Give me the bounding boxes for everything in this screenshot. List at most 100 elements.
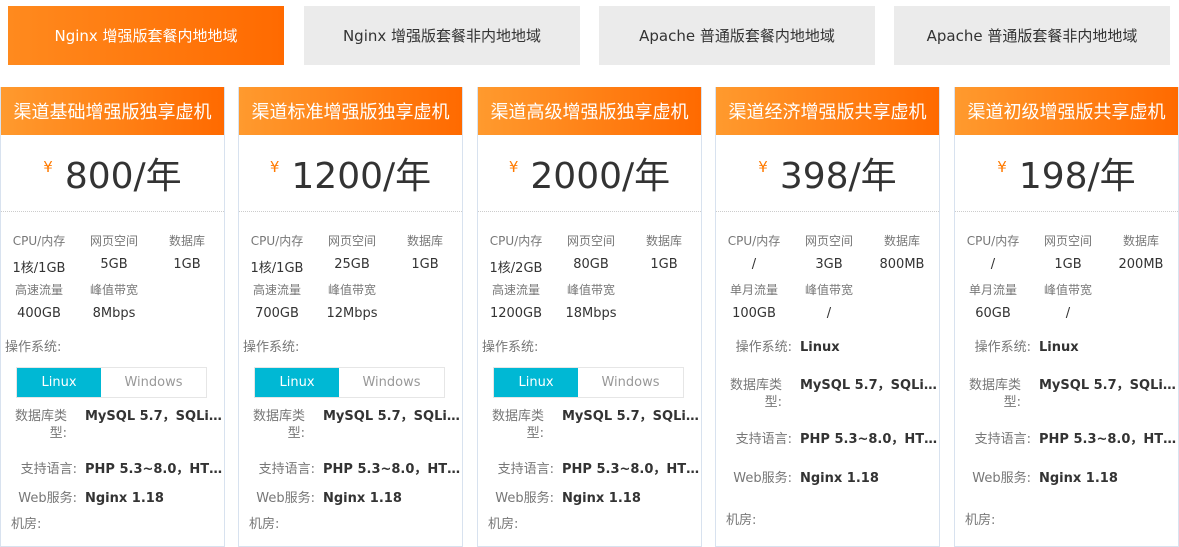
lang-value: PHP 5.3~8.0，HTML xyxy=(85,462,223,477)
os-value: Linux xyxy=(1039,340,1079,355)
lang-label: 支持语言: xyxy=(497,462,554,477)
plan-card: 渠道经济增强版共享虚机 ¥398/年 CPU/内存 / 网页空间 3GB 数据库 800M… xyxy=(715,87,940,547)
price-value: 398/年 xyxy=(779,156,897,197)
spec-db: 数据库 1GB xyxy=(626,232,702,272)
web-server-label: Web服务: xyxy=(256,491,315,506)
spec-label: 峰值带宽 xyxy=(89,283,138,297)
spec-value: / xyxy=(1065,306,1071,321)
db-type-label: 数据库类型: xyxy=(491,409,544,441)
plan-price: ¥2000/年 xyxy=(478,135,701,212)
spec-db: 数据库 200MB xyxy=(1103,232,1179,272)
tab-1[interactable]: Nginx 增强版套餐非内地地域 xyxy=(304,6,580,65)
price-value: 198/年 xyxy=(1018,156,1136,197)
spec-value: 800MB xyxy=(879,257,925,272)
db-type-value: MySQL 5.7，SQLite xyxy=(562,409,700,424)
plan-card: 渠道基础增强版独享虚机 ¥800/年 CPU/内存 1核/1GB 网页空间 5GB 数据… xyxy=(0,87,225,547)
lang-label: 支持语言: xyxy=(735,432,792,447)
os-label: 操作系统: xyxy=(5,340,62,355)
os-windows-button[interactable]: Windows xyxy=(124,375,183,390)
os-linux-button[interactable]: Linux xyxy=(494,368,578,397)
plan-card: 渠道高级增强版独享虚机 ¥2000/年 CPU/内存 1核/2GB 网页空间 80GB… xyxy=(477,87,702,547)
room-label: 机房: xyxy=(488,517,519,532)
os-linux-button[interactable]: Linux xyxy=(255,368,339,397)
db-type-label: 数据库类型: xyxy=(968,378,1021,410)
spec-label: 网页空间 xyxy=(89,234,138,248)
spec-label: 峰值带宽 xyxy=(327,283,376,297)
spec-traffic: 单月流量 60GB xyxy=(955,281,1031,321)
spec-peak: 峰值带宽 18Mbps xyxy=(553,281,629,321)
spec-label: 峰值带宽 xyxy=(566,283,615,297)
spec-traffic: 高速流量 400GB xyxy=(1,281,77,321)
web-server-label: Web服务: xyxy=(18,491,77,506)
db-type-label: 数据库类型: xyxy=(729,378,782,410)
spec-value: 1核/1GB xyxy=(12,261,66,276)
room-label: 机房: xyxy=(965,513,996,528)
spec-space: 网页空间 80GB xyxy=(553,232,629,272)
spec-space: 网页空间 1GB xyxy=(1030,232,1106,272)
os-label: 操作系统: xyxy=(482,340,539,355)
web-server-value: Nginx 1.18 xyxy=(562,491,641,506)
spec-value: 25GB xyxy=(334,257,370,272)
plan-title: 渠道高级增强版独享虚机 xyxy=(478,87,701,135)
spec-peak: 峰值带宽 12Mbps xyxy=(314,281,390,321)
spec-value: / xyxy=(990,257,996,272)
spec-value: 100GB xyxy=(732,306,776,321)
db-type-label: 数据库类型: xyxy=(14,409,67,441)
lang-value: PHP 5.3~8.0，HTML xyxy=(323,462,461,477)
spec-label: 网页空间 xyxy=(804,234,853,248)
web-server-label: Web服务: xyxy=(495,491,554,506)
spec-value: 80GB xyxy=(573,257,609,272)
spec-label: 数据库 xyxy=(406,234,443,248)
os-toggle[interactable]: Linux Windows xyxy=(254,367,445,398)
spec-label: 数据库 xyxy=(168,234,205,248)
spec-label: 高速流量 xyxy=(14,283,63,297)
plan-price: ¥1200/年 xyxy=(239,135,462,212)
spec-value: 1GB xyxy=(173,257,201,272)
lang-label: 支持语言: xyxy=(20,462,77,477)
db-type-value: MySQL 5.7，SQLite xyxy=(85,409,223,424)
lang-value: PHP 5.3~8.0，HTML xyxy=(562,462,700,477)
spec-traffic: 高速流量 1200GB xyxy=(478,281,554,321)
spec-space: 网页空间 5GB xyxy=(76,232,152,272)
spec-value: / xyxy=(826,306,832,321)
spec-value: 1GB xyxy=(1054,257,1082,272)
spec-peak: 峰值带宽 / xyxy=(791,281,867,321)
web-server-value: Nginx 1.18 xyxy=(1039,471,1118,486)
os-windows-button[interactable]: Windows xyxy=(362,375,421,390)
db-type-value: MySQL 5.7，SQLite xyxy=(800,378,938,393)
spec-space: 网页空间 25GB xyxy=(314,232,390,272)
os-linux-button[interactable]: Linux xyxy=(17,368,101,397)
spec-label: 网页空间 xyxy=(327,234,376,248)
os-value: Linux xyxy=(800,340,840,355)
os-label: 操作系统: xyxy=(735,340,792,355)
plan-card: 渠道初级增强版共享虚机 ¥198/年 CPU/内存 / 网页空间 1GB 数据库 200M… xyxy=(954,87,1179,547)
plan-price: ¥800/年 xyxy=(1,135,224,212)
tab-0[interactable]: Nginx 增强版套餐内地地域 xyxy=(8,6,284,65)
tab-3[interactable]: Apache 普通版套餐非内地地域 xyxy=(894,6,1170,65)
spec-traffic: 高速流量 700GB xyxy=(239,281,315,321)
os-windows-button[interactable]: Windows xyxy=(601,375,660,390)
spec-label: 单月流量 xyxy=(729,283,778,297)
spec-value: 18Mbps xyxy=(565,306,617,321)
plan-title: 渠道初级增强版共享虚机 xyxy=(955,87,1178,135)
currency-symbol: ¥ xyxy=(269,158,280,176)
spec-value: 8Mbps xyxy=(92,306,136,321)
spec-label: CPU/内存 xyxy=(489,234,543,248)
spec-label: 高速流量 xyxy=(491,283,540,297)
spec-label: 网页空间 xyxy=(566,234,615,248)
tab-2[interactable]: Apache 普通版套餐内地地域 xyxy=(599,6,875,65)
spec-value: 1200GB xyxy=(489,306,543,321)
spec-label: CPU/内存 xyxy=(727,234,781,248)
room-label: 机房: xyxy=(11,517,42,532)
currency-symbol: ¥ xyxy=(758,158,768,176)
plan-title: 渠道经济增强版共享虚机 xyxy=(716,87,939,135)
lang-value: PHP 5.3~8.0，HTML xyxy=(800,432,938,447)
spec-label: 数据库 xyxy=(645,234,682,248)
os-label: 操作系统: xyxy=(243,340,300,355)
web-server-value: Nginx 1.18 xyxy=(85,491,164,506)
spec-peak: 峰值带宽 / xyxy=(1030,281,1106,321)
os-toggle[interactable]: Linux Windows xyxy=(16,367,207,398)
os-toggle[interactable]: Linux Windows xyxy=(493,367,684,398)
plan-price: ¥398/年 xyxy=(716,135,939,212)
web-server-value: Nginx 1.18 xyxy=(323,491,402,506)
